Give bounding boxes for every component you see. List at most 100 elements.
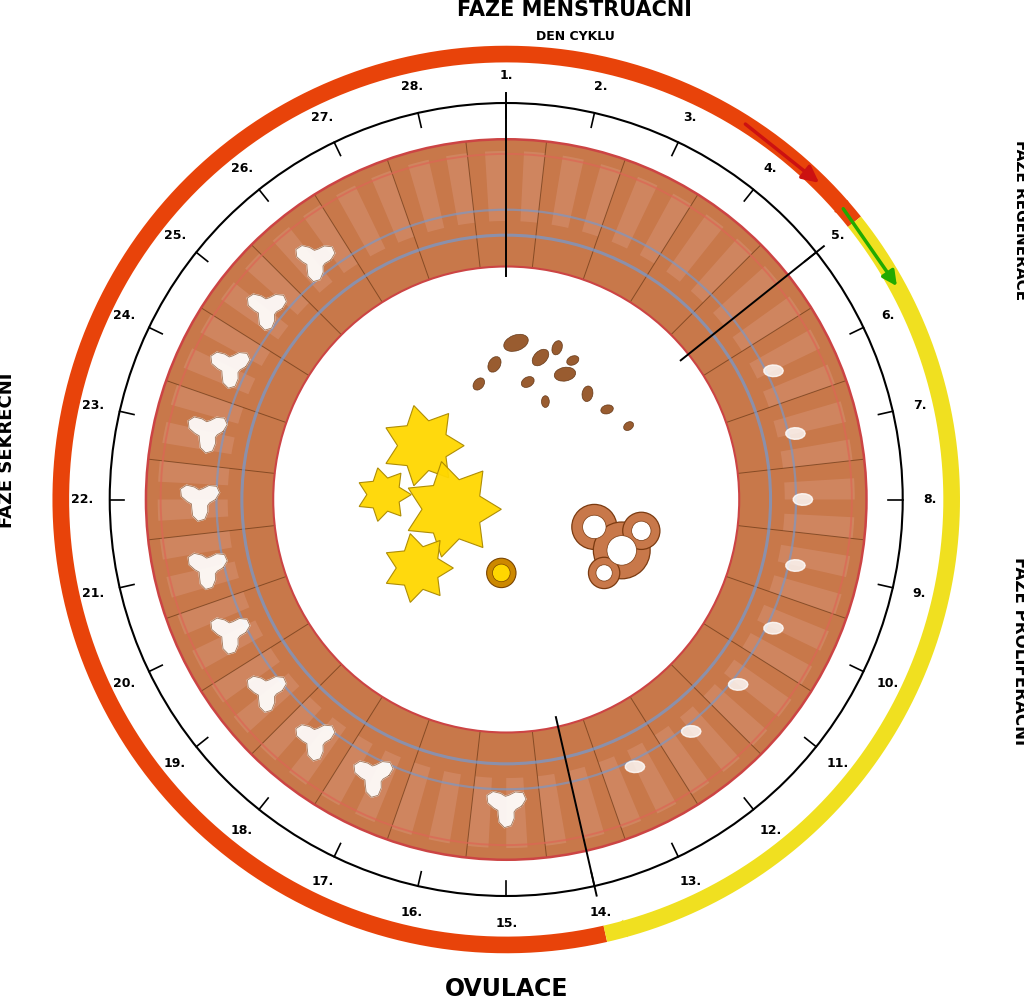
Wedge shape	[739, 483, 866, 495]
Wedge shape	[345, 173, 408, 291]
Wedge shape	[660, 229, 752, 329]
Wedge shape	[633, 692, 711, 802]
Wedge shape	[570, 722, 614, 846]
Wedge shape	[738, 465, 865, 483]
Polygon shape	[386, 405, 464, 485]
Wedge shape	[163, 382, 286, 429]
Wedge shape	[263, 227, 353, 327]
Wedge shape	[459, 141, 482, 268]
Wedge shape	[274, 678, 361, 782]
Text: 6.: 6.	[882, 309, 895, 322]
Wedge shape	[667, 214, 724, 281]
Wedge shape	[651, 217, 738, 321]
Wedge shape	[206, 293, 315, 371]
Wedge shape	[572, 154, 617, 278]
Wedge shape	[160, 564, 284, 608]
Ellipse shape	[504, 334, 528, 351]
Polygon shape	[248, 677, 287, 713]
Wedge shape	[553, 146, 587, 272]
Text: FÁZE SEKREČNÍ: FÁZE SEKREČNÍ	[0, 372, 16, 529]
Wedge shape	[568, 767, 604, 839]
Wedge shape	[169, 364, 290, 417]
Text: 3.: 3.	[683, 111, 697, 124]
Wedge shape	[708, 611, 823, 680]
Wedge shape	[671, 660, 768, 754]
Wedge shape	[146, 474, 273, 489]
Wedge shape	[620, 701, 689, 815]
Wedge shape	[221, 282, 289, 339]
Wedge shape	[260, 697, 322, 761]
Polygon shape	[296, 725, 335, 761]
Wedge shape	[185, 606, 301, 672]
Wedge shape	[146, 468, 274, 485]
Wedge shape	[159, 560, 283, 602]
Wedge shape	[163, 422, 234, 454]
Wedge shape	[686, 270, 791, 356]
Wedge shape	[617, 183, 686, 297]
Wedge shape	[193, 314, 306, 384]
Ellipse shape	[487, 356, 501, 372]
Wedge shape	[664, 234, 757, 332]
Wedge shape	[659, 672, 750, 772]
Wedge shape	[528, 141, 550, 268]
Wedge shape	[522, 732, 541, 859]
Wedge shape	[267, 223, 356, 325]
Wedge shape	[164, 572, 287, 620]
Wedge shape	[643, 685, 726, 791]
Wedge shape	[526, 731, 547, 859]
Wedge shape	[147, 524, 275, 547]
Polygon shape	[359, 467, 412, 522]
Text: 28.: 28.	[400, 80, 423, 93]
Wedge shape	[162, 568, 286, 614]
Wedge shape	[497, 139, 506, 266]
Wedge shape	[690, 638, 796, 722]
Polygon shape	[188, 417, 227, 453]
Wedge shape	[713, 266, 778, 326]
Wedge shape	[710, 607, 825, 674]
Text: 24.: 24.	[114, 309, 135, 322]
Wedge shape	[171, 384, 244, 423]
Wedge shape	[201, 314, 270, 366]
Wedge shape	[778, 545, 850, 577]
Wedge shape	[321, 700, 391, 813]
Wedge shape	[552, 155, 584, 228]
Wedge shape	[425, 727, 460, 853]
Wedge shape	[243, 659, 340, 752]
Wedge shape	[151, 430, 278, 461]
Wedge shape	[518, 732, 535, 859]
Wedge shape	[723, 367, 845, 419]
Wedge shape	[183, 330, 300, 395]
Wedge shape	[310, 695, 384, 807]
Wedge shape	[712, 604, 828, 669]
Wedge shape	[462, 731, 484, 858]
Wedge shape	[520, 140, 538, 267]
Ellipse shape	[624, 421, 634, 430]
Polygon shape	[626, 761, 645, 773]
Circle shape	[607, 536, 637, 566]
Wedge shape	[592, 164, 647, 285]
Wedge shape	[437, 728, 468, 855]
Wedge shape	[720, 355, 841, 412]
Text: 2.: 2.	[594, 80, 607, 93]
Wedge shape	[608, 706, 673, 823]
Wedge shape	[628, 192, 702, 304]
Wedge shape	[456, 731, 480, 858]
Polygon shape	[211, 352, 250, 388]
Wedge shape	[625, 189, 697, 302]
Wedge shape	[252, 665, 346, 761]
Wedge shape	[725, 574, 848, 623]
Wedge shape	[147, 520, 274, 541]
Wedge shape	[485, 151, 506, 221]
Wedge shape	[265, 673, 355, 774]
Wedge shape	[535, 730, 559, 857]
Wedge shape	[734, 542, 860, 575]
Wedge shape	[297, 201, 376, 309]
Text: 22.: 22.	[72, 493, 93, 506]
Wedge shape	[443, 729, 472, 856]
Wedge shape	[735, 433, 862, 463]
Wedge shape	[289, 718, 346, 785]
Wedge shape	[692, 635, 800, 717]
Wedge shape	[203, 298, 313, 374]
Wedge shape	[343, 707, 406, 825]
Wedge shape	[178, 341, 297, 402]
